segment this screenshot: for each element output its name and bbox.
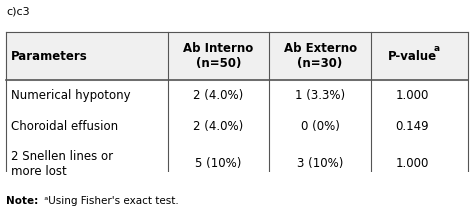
Text: 0.149: 0.149 (396, 120, 429, 133)
Text: Parameters: Parameters (11, 50, 88, 63)
Text: 1.000: 1.000 (396, 157, 429, 170)
Text: 2 (4.0%): 2 (4.0%) (193, 89, 244, 102)
Text: P-value: P-value (388, 50, 437, 63)
Text: 2 (4.0%): 2 (4.0%) (193, 120, 244, 133)
Text: ᵃUsing Fisher's exact test.: ᵃUsing Fisher's exact test. (41, 196, 179, 206)
Text: 3 (10%): 3 (10%) (297, 157, 343, 170)
Text: 2 Snellen lines or
more lost: 2 Snellen lines or more lost (11, 150, 113, 178)
Text: Note:: Note: (6, 196, 38, 206)
Text: 0 (0%): 0 (0%) (301, 120, 339, 133)
Text: 5 (10%): 5 (10%) (195, 157, 242, 170)
Text: Numerical hypotony: Numerical hypotony (11, 89, 130, 102)
Text: 1.000: 1.000 (396, 89, 429, 102)
Text: a: a (434, 44, 440, 53)
Text: Choroidal effusion: Choroidal effusion (11, 120, 118, 133)
Text: Ab Externo
(n=30): Ab Externo (n=30) (283, 42, 357, 70)
Text: c)c3: c)c3 (6, 7, 30, 16)
Text: 1 (3.3%): 1 (3.3%) (295, 89, 345, 102)
Text: Ab Interno
(n=50): Ab Interno (n=50) (183, 42, 254, 70)
